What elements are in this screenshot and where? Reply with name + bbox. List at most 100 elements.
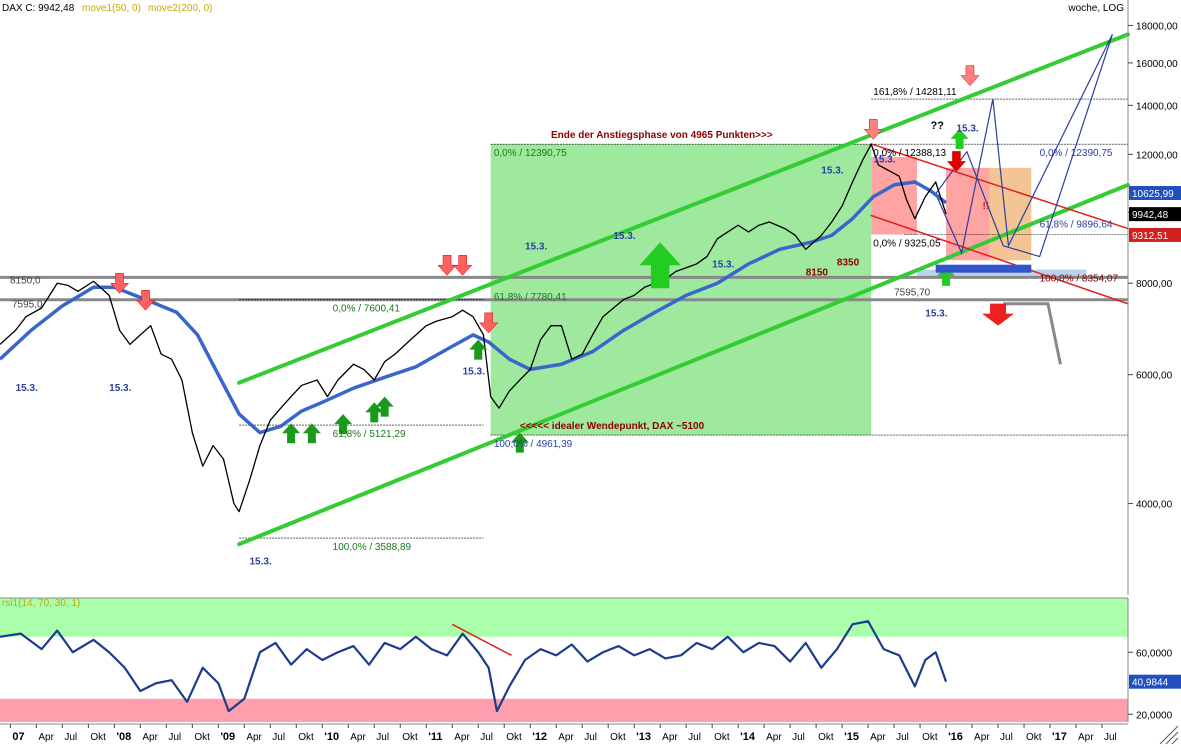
time-axis-label: Okt [90, 732, 106, 743]
time-axis-label: Okt [194, 732, 210, 743]
end-value-label: 9312,51 [1132, 231, 1169, 242]
annotation-15-3: 15.3. [873, 154, 895, 165]
time-axis-label: '12 [532, 731, 547, 743]
time-axis-label: Apr [454, 732, 470, 743]
time-axis-label: Apr [142, 732, 158, 743]
price-axis-label: 4000,00 [1136, 500, 1173, 511]
time-axis-label: Apr [350, 732, 366, 743]
time-axis-label: '10 [324, 731, 339, 743]
price-series [0, 143, 948, 513]
rsi-axis-label: 20,0000 [1136, 710, 1173, 721]
annotation-text: 61,8% / 5121,29 [333, 429, 406, 440]
time-axis-label: Jul [688, 732, 701, 743]
time-axis-label: Okt [610, 732, 626, 743]
annotation-15-3: 15.3. [821, 165, 843, 176]
time-axis-label: Jul [896, 732, 909, 743]
annotation-text: 61,8% / 9896,64 [1040, 220, 1113, 231]
annotation-text: 0,0% / 9325,05 [873, 239, 941, 250]
rsi-panel: 20,0000 60,0000 40,9844 [0, 597, 1181, 722]
rsi-end-value-badge [1129, 674, 1181, 689]
annotation-text: 8150,0 [10, 275, 41, 286]
time-axis-label: Okt [506, 732, 522, 743]
target-arrow-red [982, 303, 1015, 326]
annotation-text: 0,0% / 7600,41 [333, 304, 401, 315]
price-axis-label: 16000,00 [1136, 59, 1178, 70]
channel-lower [237, 182, 1130, 547]
annotation-text: !! [982, 201, 989, 212]
trend-channels [237, 32, 1130, 547]
time-axis-label: Jul [64, 732, 77, 743]
time-axis-label: Apr [558, 732, 574, 743]
annotation-15-3: 15.3. [925, 309, 947, 320]
support-bar-blue [935, 264, 1032, 273]
annotation-text: 161,8% / 14281,11 [873, 87, 957, 98]
time-axis-label: Jul [1000, 732, 1013, 743]
annotation-15-3: 15.3. [463, 367, 485, 378]
annotation-text: ?? [930, 120, 944, 132]
annotation-15-3: 15.3. [712, 260, 734, 271]
annotation-text: 61,8% / 7780,41 [494, 292, 567, 303]
sell-arrow [960, 65, 980, 87]
time-axis-label: Apr [662, 732, 678, 743]
time-axis-label: Apr [870, 732, 886, 743]
time-axis-label: Jul [272, 732, 285, 743]
annotation-15-3: 15.3. [525, 241, 547, 252]
time-axis-label: '11 [428, 731, 442, 743]
annotation-15-3: 15.3. [16, 383, 38, 394]
time-axis-label: Jul [792, 732, 805, 743]
fib-zone-green [490, 144, 872, 436]
ma1-label: move1(50, 0) [82, 3, 141, 14]
sell-arrow [946, 151, 967, 172]
correction-zone-red [871, 156, 917, 235]
time-axis-label: Okt [298, 732, 314, 743]
support-zone-blue [916, 269, 1087, 278]
end-value-badge [1129, 207, 1181, 222]
time-axis-label: Okt [714, 732, 730, 743]
buy-arrow [302, 423, 321, 444]
projection-path [935, 34, 1113, 255]
annotation-text: 0,0% / 12390,75 [494, 148, 567, 159]
sell-arrow [437, 255, 457, 276]
annotation-15-3: 15.3. [613, 231, 635, 242]
annotation-text: Ende der Anstiegsphase von 4965 Punkten>… [551, 130, 773, 141]
moving-average-line [0, 180, 948, 435]
annotation-text: 7595,70 [894, 288, 931, 299]
time-axis-label: Jul [480, 732, 493, 743]
sell-arrow [135, 290, 156, 311]
buy-arrow [282, 423, 301, 444]
end-value-badge [1129, 227, 1181, 242]
time-axis-label: Okt [1026, 732, 1042, 743]
buy-arrow [365, 402, 384, 423]
annotation-text: 100,0% / 4961,39 [494, 439, 573, 450]
end-value-label: 10625,99 [1132, 189, 1174, 200]
time-axis-label: '17 [1052, 731, 1067, 743]
time-axis-label: Jul [1104, 732, 1117, 743]
rsi-axis-label: 60,0000 [1136, 648, 1173, 659]
downtrend-lower [870, 214, 1129, 305]
time-axis-label: Apr [974, 732, 990, 743]
price-axis-label: 18000,00 [1136, 21, 1178, 32]
time-axis-label: Apr [1078, 732, 1094, 743]
ma2-label: move2(200, 0) [148, 3, 212, 14]
downtrend-upper [870, 143, 1129, 230]
buy-arrow [375, 396, 394, 417]
time-axis-label: 07 [12, 731, 24, 743]
sell-arrow [109, 273, 130, 294]
annotations: Ende der Anstiegsphase von 4965 Punkten>… [10, 87, 1118, 568]
annotation-text: 0,0% / 12390,75 [1040, 148, 1113, 159]
annotation-text: 8350 [837, 258, 860, 269]
buy-arrow [469, 339, 488, 360]
rsi-title: rsi1(14, 70, 30, 1) [2, 598, 80, 609]
sell-arrow [453, 255, 473, 276]
time-axis-label: Apr [38, 732, 54, 743]
annotation-text: 0,0% / 12388,13 [873, 148, 946, 159]
timeframe-label: woche, LOG [1067, 3, 1124, 14]
rsi-overbought-zone [0, 598, 1128, 637]
time-axis-label: '08 [116, 731, 131, 743]
rsi-divergence-line [451, 623, 512, 657]
price-axis-label: 6000,00 [1136, 371, 1173, 382]
time-axis-label: Jul [168, 732, 181, 743]
sell-arrow [863, 119, 883, 140]
